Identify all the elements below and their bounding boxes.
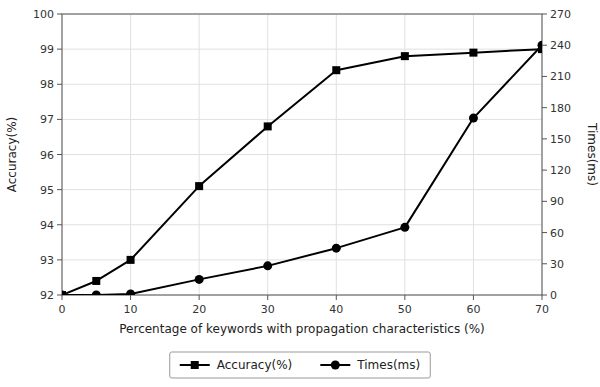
- tick: [57, 224, 62, 225]
- tick-label: 100: [33, 8, 54, 21]
- tick-label: 10: [124, 303, 138, 316]
- legend: Accuracy(%) Times(ms): [170, 352, 431, 378]
- legend-box: [170, 352, 431, 378]
- tick: [473, 295, 474, 300]
- tick-label: 20: [192, 303, 206, 316]
- tick: [542, 170, 547, 171]
- tick: [542, 232, 547, 233]
- tick: [57, 295, 62, 296]
- tick: [542, 295, 547, 296]
- grid-line: [62, 224, 542, 225]
- series-line: [62, 49, 542, 295]
- y2-axis-label: Times(ms): [585, 122, 599, 186]
- tick-label: 60: [466, 303, 480, 316]
- tick: [542, 138, 547, 139]
- point: [401, 52, 409, 60]
- grid-line: [62, 154, 542, 155]
- tick: [336, 295, 337, 300]
- legend-label: Accuracy(%): [217, 358, 293, 372]
- point: [127, 256, 135, 264]
- tick: [57, 84, 62, 85]
- point: [332, 244, 341, 253]
- chart: 0 10 20 30 40 50 60 70 92 93 94 95 96 97 98 99 100 0 30 60 9…: [0, 0, 600, 387]
- legend-marker: [191, 361, 199, 369]
- grid-line: [62, 189, 542, 190]
- tick-label: 97: [40, 113, 54, 126]
- tick-label: 150: [550, 133, 571, 146]
- tick-label: 98: [40, 78, 54, 91]
- point: [332, 66, 340, 74]
- legend-item: Times(ms): [320, 358, 420, 372]
- tick-label: 0: [550, 289, 557, 302]
- x-axis-label: Percentage of keywords with propagation …: [119, 322, 484, 336]
- tick-label: 120: [550, 164, 571, 177]
- tick: [57, 49, 62, 50]
- tick: [542, 107, 547, 108]
- tick-label: 180: [550, 102, 571, 115]
- tick: [542, 14, 547, 15]
- tick-label: 240: [550, 39, 571, 52]
- grid: [62, 14, 542, 295]
- tick-label: 93: [40, 254, 54, 267]
- point: [62, 291, 67, 296]
- point: [92, 291, 101, 296]
- point: [195, 275, 204, 284]
- tick: [542, 76, 547, 77]
- tick: [57, 119, 62, 120]
- background: [0, 0, 600, 387]
- tick-label: 60: [550, 227, 564, 240]
- tick-label: 95: [40, 184, 54, 197]
- tick: [57, 14, 62, 15]
- tick-label: 30: [261, 303, 275, 316]
- tick: [62, 295, 63, 300]
- point: [126, 289, 135, 295]
- tick-label: 210: [550, 70, 571, 83]
- tick: [57, 259, 62, 260]
- tick-label: 0: [59, 303, 66, 316]
- point: [263, 261, 272, 270]
- tick: [542, 45, 547, 46]
- point: [92, 277, 100, 285]
- legend-item: Accuracy(%): [180, 358, 293, 372]
- tick-label: 30: [550, 258, 564, 271]
- point: [195, 182, 203, 190]
- plot-frame: [62, 14, 542, 295]
- point: [264, 122, 272, 130]
- tick-label: 92: [40, 289, 54, 302]
- point: [400, 223, 409, 232]
- axes: 0 10 20 30 40 50 60 70 92 93 94 95 96 97 98 99 100 0 30 60 9…: [33, 8, 571, 316]
- tick: [404, 295, 405, 300]
- tick-label: 50: [398, 303, 412, 316]
- legend-marker: [331, 361, 340, 370]
- tick: [542, 201, 547, 202]
- data: [62, 41, 542, 295]
- tick-label: 90: [550, 195, 564, 208]
- tick-label: 99: [40, 43, 54, 56]
- y-axis-label: Accuracy(%): [5, 117, 19, 193]
- tick: [542, 263, 547, 264]
- tick: [57, 154, 62, 155]
- tick-label: 270: [550, 8, 571, 21]
- series-line: [62, 45, 542, 295]
- point: [469, 114, 478, 123]
- tick: [267, 295, 268, 300]
- tick-label: 70: [535, 303, 549, 316]
- tick-label: 40: [329, 303, 343, 316]
- tick: [199, 295, 200, 300]
- grid-line: [62, 84, 542, 85]
- tick: [130, 295, 131, 300]
- point: [469, 49, 477, 57]
- tick: [542, 295, 543, 300]
- point: [62, 291, 66, 295]
- tick: [57, 189, 62, 190]
- tick-label: 94: [40, 219, 54, 232]
- tick-label: 96: [40, 149, 54, 162]
- point: [538, 41, 543, 50]
- legend-label: Times(ms): [356, 358, 420, 372]
